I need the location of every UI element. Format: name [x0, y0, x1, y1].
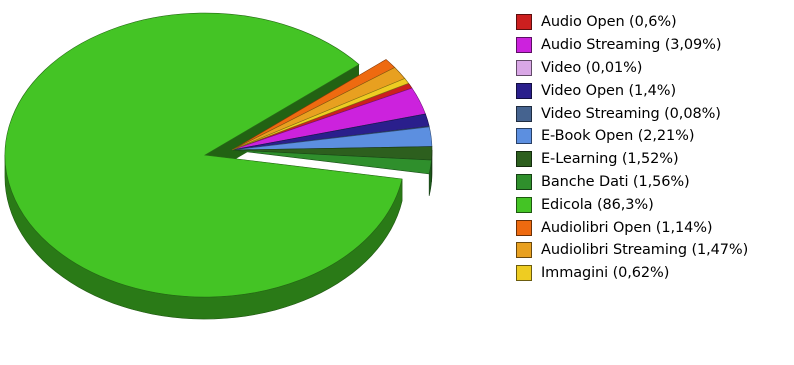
legend-label: Audiolibri Open (1,14%) — [541, 219, 713, 236]
legend-item-video-open: Video Open (1,4%) — [516, 79, 748, 102]
legend-item-edicola: Edicola (86,3%) — [516, 193, 748, 216]
legend-label: E-Learning (1,52%) — [541, 151, 679, 168]
legend-item-audio-open: Audio Open (0,6%) — [516, 11, 748, 34]
legend-item-audiolibri-streaming: Audiolibri Streaming (1,47%) — [516, 239, 748, 262]
legend-item-audiolibri-open: Audiolibri Open (1,14%) — [516, 216, 748, 239]
legend-label: Video Open (1,4%) — [541, 82, 677, 99]
legend-item-video: Video (0,01%) — [516, 57, 748, 80]
legend-label: Immagini (0,62%) — [541, 265, 670, 282]
legend-item-immagini: Immagini (0,62%) — [516, 262, 748, 285]
legend-swatch — [516, 265, 532, 282]
legend-label: Edicola (86,3%) — [541, 196, 654, 213]
chart-legend: Audio Open (0,6%) Audio Streaming (3,09%… — [516, 11, 748, 285]
legend-label: Audiolibri Streaming (1,47%) — [541, 242, 749, 259]
legend-item-banche-dati: Banche Dati (1,56%) — [516, 171, 748, 194]
legend-item-e-learning: E-Learning (1,52%) — [516, 148, 748, 171]
legend-swatch — [516, 59, 532, 76]
legend-swatch — [516, 151, 532, 168]
legend-swatch — [516, 196, 532, 213]
pie-slice — [231, 78, 410, 151]
legend-swatch — [516, 219, 532, 236]
legend-item-ebook-open: E-Book Open (2,21%) — [516, 125, 748, 148]
legend-swatch — [516, 82, 532, 99]
legend-label: Audio Streaming (3,09%) — [541, 37, 722, 54]
legend-swatch — [516, 173, 532, 190]
legend-item-audio-streaming: Audio Streaming (3,09%) — [516, 34, 748, 57]
legend-label: Video Streaming (0,08%) — [541, 105, 721, 122]
pie-slice — [4, 12, 403, 298]
legend-label: E-Book Open (2,21%) — [541, 128, 695, 145]
legend-label: Video (0,01%) — [541, 59, 643, 76]
legend-swatch — [516, 128, 532, 145]
legend-swatch — [516, 14, 532, 31]
pie-slice — [231, 149, 432, 175]
pie-chart — [4, 12, 433, 320]
legend-item-video-streaming: Video Streaming (0,08%) — [516, 102, 748, 125]
legend-swatch — [516, 242, 532, 259]
legend-swatch — [516, 37, 532, 54]
pie-tops — [4, 12, 433, 298]
legend-label: Audio Open (0,6%) — [541, 14, 677, 31]
legend-swatch — [516, 105, 532, 122]
legend-label: Banche Dati (1,56%) — [541, 173, 690, 190]
